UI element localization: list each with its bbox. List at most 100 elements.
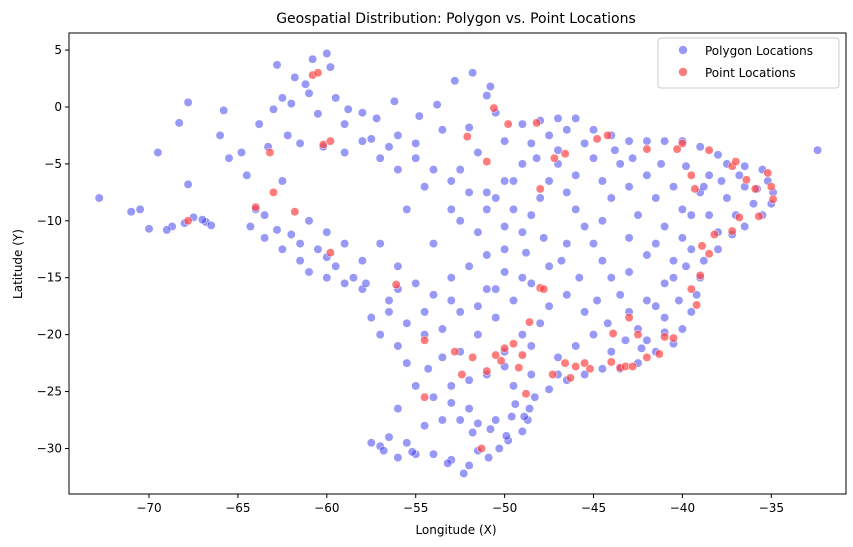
polygon-location-point: [606, 347, 616, 357]
point-location-point: [496, 356, 506, 366]
polygon-location-point: [473, 301, 483, 311]
polygon-location-point: [624, 136, 634, 146]
point-location-point: [489, 103, 499, 113]
polygon-location-point: [500, 244, 510, 254]
point-location-point: [265, 148, 275, 157]
polygon-location-point: [637, 343, 646, 353]
polygon-location-point: [286, 99, 296, 109]
x-axis: −70 −65 −60 −55 −50 −45 −40 −35: [136, 494, 784, 515]
polygon-location-point: [562, 290, 572, 300]
polygon-location-point: [642, 335, 652, 345]
polygon-location-point: [379, 446, 389, 456]
polygon-location-point: [443, 458, 453, 468]
polygon-location-point: [589, 330, 598, 340]
polygon-location-point: [384, 296, 394, 305]
polygon-location-point: [402, 318, 412, 328]
point-location-point: [624, 313, 634, 323]
polygon-location-point: [446, 204, 456, 214]
polygon-location-point: [642, 250, 652, 260]
polygon-location-point: [525, 404, 534, 414]
polygon-location-point: [446, 296, 456, 305]
polygon-location-point: [660, 222, 670, 231]
polygon-location-point: [704, 210, 714, 220]
polygon-location-point: [340, 239, 350, 249]
polygon-location-point: [681, 261, 691, 271]
point-location-point: [585, 364, 595, 374]
point-location-point: [525, 317, 534, 327]
polygon-location-point: [615, 159, 625, 169]
polygon-location-point: [749, 199, 758, 209]
polygon-location-point: [464, 123, 474, 132]
point-location-point: [565, 373, 575, 383]
point-location-point: [669, 333, 678, 343]
polygon-location-point: [660, 278, 670, 288]
point-location-point: [450, 347, 460, 357]
polygon-location-point: [260, 233, 270, 243]
polygon-location-point: [174, 118, 184, 128]
point-location-point: [768, 194, 778, 204]
y-tick-label: −10: [37, 214, 62, 228]
point-location-point: [468, 352, 478, 362]
point-location-point: [183, 216, 193, 226]
point-location-point: [325, 248, 335, 258]
series-polygon-locations: [94, 49, 823, 478]
polygon-location-point: [313, 244, 323, 254]
polygon-location-point: [414, 111, 424, 121]
polygon-location-point: [624, 267, 634, 277]
polygon-location-point: [740, 222, 750, 231]
polygon-location-point: [254, 119, 264, 129]
polygon-location-point: [340, 278, 350, 288]
polygon-location-point: [272, 225, 282, 235]
polygon-location-point: [290, 72, 300, 82]
polygon-location-point: [535, 318, 545, 328]
polygon-location-point: [411, 278, 421, 288]
polygon-location-point: [384, 307, 394, 317]
polygon-location-point: [517, 273, 527, 283]
polygon-location-point: [526, 138, 536, 148]
point-location-point: [672, 144, 682, 154]
polygon-location-point: [692, 290, 702, 300]
polygon-location-point: [485, 82, 495, 91]
polygon-location-point: [491, 313, 501, 323]
polygon-location-point: [144, 224, 154, 234]
point-location-point: [704, 145, 714, 155]
polygon-location-point: [642, 136, 652, 146]
polygon-location-point: [224, 153, 234, 163]
polygon-location-point: [606, 273, 616, 283]
point-location-point: [313, 68, 323, 78]
point-location-point: [491, 350, 501, 360]
point-location-point: [325, 136, 335, 146]
point-location-point: [503, 119, 513, 129]
polygon-location-point: [393, 130, 403, 140]
point-location-point: [642, 144, 652, 154]
point-location-point: [692, 300, 702, 310]
polygon-location-point: [656, 159, 666, 169]
point-location-point: [750, 184, 760, 194]
polygon-location-point: [517, 159, 527, 169]
polygon-location-point: [571, 204, 581, 214]
polygon-location-point: [704, 170, 714, 180]
polygon-location-point: [485, 424, 495, 434]
y-tick-label: −30: [37, 441, 62, 455]
polygon-location-point: [717, 176, 726, 186]
point-location-point: [548, 370, 558, 379]
point-location-point: [697, 241, 707, 251]
polygon-location-point: [455, 415, 465, 425]
polygon-location-point: [519, 412, 529, 422]
polygon-location-point: [183, 179, 193, 189]
point-location-point: [741, 175, 751, 185]
polygon-location-point: [597, 256, 607, 266]
polygon-location-point: [322, 227, 332, 237]
polygon-location-point: [621, 335, 630, 345]
polygon-location-point: [651, 193, 661, 203]
polygon-location-point: [686, 244, 696, 254]
point-location-point: [704, 249, 714, 259]
polygon-location-point: [295, 138, 305, 148]
polygon-location-point: [553, 113, 563, 123]
point-location-point: [695, 271, 705, 280]
polygon-location-point: [384, 432, 394, 442]
polygon-location-point: [642, 296, 652, 305]
point-location-point: [509, 339, 518, 349]
polygon-location-point: [366, 134, 376, 144]
